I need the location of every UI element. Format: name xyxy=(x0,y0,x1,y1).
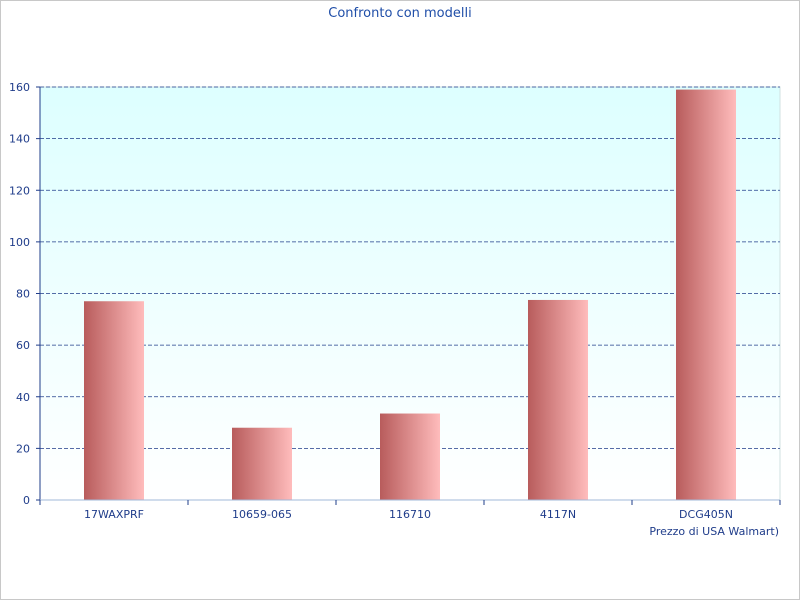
x-category-label-3: 4117N xyxy=(540,508,576,521)
x-category-label-4: DCG405N xyxy=(679,508,733,521)
axes xyxy=(36,86,781,505)
y-tick-labels: 0 20 40 60 80 100 120 140 160 xyxy=(9,81,30,507)
y-tick-label-6: 120 xyxy=(9,184,30,197)
x-category-label-0: 17WAXPRF xyxy=(84,508,144,521)
y-tick-label-7: 140 xyxy=(9,133,30,146)
bar-DCG405N xyxy=(676,89,736,501)
bars xyxy=(84,89,736,501)
y-tick-label-2: 40 xyxy=(16,391,30,404)
y-tick-label-3: 60 xyxy=(16,339,30,352)
x-axis-label: Prezzo di USA Walmart) xyxy=(649,525,779,538)
chart-title: Confronto con modelli xyxy=(328,6,471,21)
y-tick-label-1: 20 xyxy=(16,442,30,455)
bar-10659-065 xyxy=(232,427,292,500)
y-tick-label-4: 80 xyxy=(16,288,30,301)
y-tick-label-5: 100 xyxy=(9,236,30,249)
y-tick-label-0: 0 xyxy=(23,494,30,507)
bar-17WAXPRF xyxy=(84,301,144,500)
x-category-labels: 17WAXPRF 10659-065 116710 4117N DCG405N xyxy=(84,508,733,521)
bar-4117N xyxy=(528,299,588,500)
x-category-label-2: 116710 xyxy=(389,508,431,521)
bar-116710 xyxy=(380,413,440,500)
y-tick-label-8: 160 xyxy=(9,81,30,94)
x-category-label-1: 10659-065 xyxy=(232,508,292,521)
